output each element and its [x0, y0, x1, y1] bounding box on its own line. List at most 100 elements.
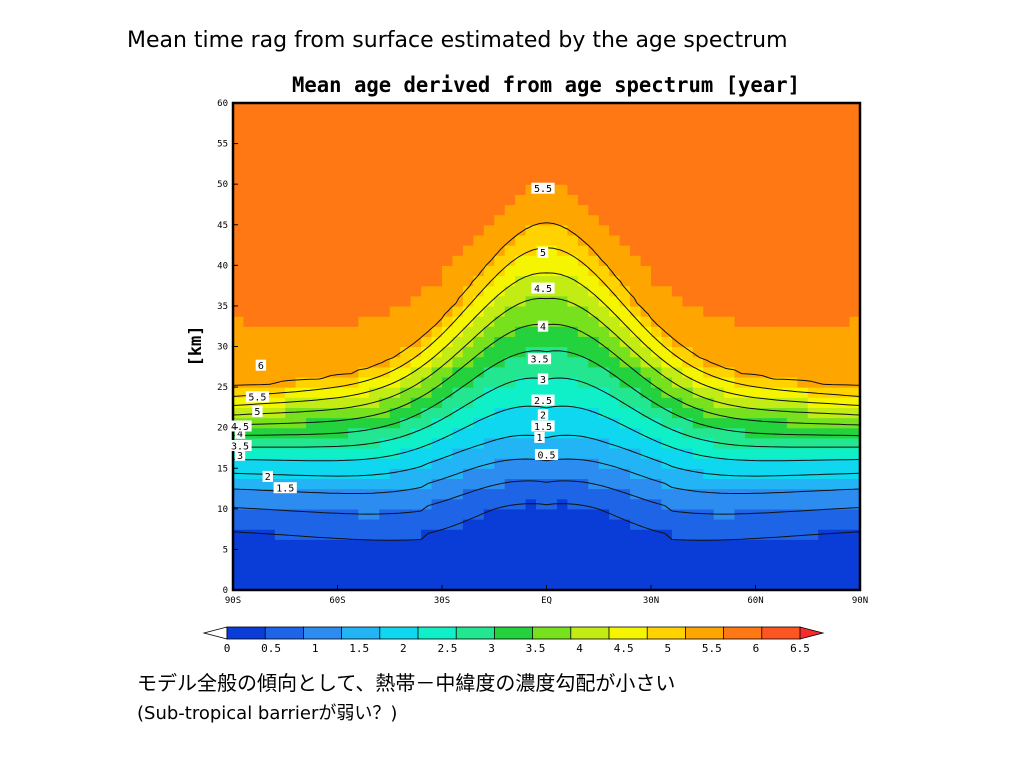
heatmap-cell [264, 265, 276, 277]
heatmap-cell [745, 285, 757, 297]
heatmap-cell [295, 316, 307, 327]
heatmap-cell [400, 285, 412, 297]
heatmap-cell [661, 559, 673, 571]
contour-label-box [534, 431, 545, 443]
heatmap-cell [849, 376, 860, 388]
heatmap-cell [661, 113, 673, 124]
heatmap-cell [745, 508, 757, 520]
heatmap-cell [682, 214, 694, 226]
heatmap-cell [577, 305, 589, 317]
heatmap-cell [400, 376, 412, 388]
heatmap-cell [797, 427, 809, 439]
heatmap-cell [389, 295, 401, 307]
heatmap-cell [316, 447, 328, 459]
heatmap-cell [536, 214, 548, 226]
heatmap-cell [389, 153, 401, 165]
heatmap-cell [577, 184, 589, 195]
heatmap-cell [765, 468, 777, 479]
heatmap-cell [797, 336, 809, 348]
heatmap-cell [567, 295, 579, 307]
heatmap-cell [588, 194, 600, 206]
heatmap-cell [567, 488, 579, 500]
heatmap-cell [765, 417, 777, 429]
heatmap-cell [765, 214, 777, 226]
heatmap-cell [765, 376, 777, 388]
heatmap-cell [431, 559, 443, 571]
heatmap-cell [630, 326, 642, 337]
heatmap-cell [609, 153, 621, 165]
heatmap-cell [431, 376, 443, 388]
heatmap-cell [682, 295, 694, 307]
heatmap-cell [807, 204, 819, 216]
heatmap-cell [525, 184, 537, 195]
heatmap-cell [327, 285, 339, 297]
heatmap-cell [347, 529, 359, 540]
heatmap-cell [295, 549, 307, 561]
heatmap-cell [243, 234, 255, 246]
heatmap-cell [619, 194, 631, 206]
heatmap-cell [253, 214, 265, 226]
heatmap-cell [295, 397, 307, 408]
heatmap-cell [588, 518, 600, 530]
heatmap-cell [745, 103, 757, 114]
heatmap-cell [598, 478, 610, 490]
heatmap-cell [379, 316, 391, 327]
heatmap-cell [734, 184, 746, 195]
heatmap-cell [525, 437, 537, 449]
heatmap-cell [379, 204, 391, 216]
heatmap-cell [389, 163, 401, 175]
heatmap-cell [379, 285, 391, 297]
heatmap-cell [452, 336, 464, 348]
heatmap-cell [651, 204, 663, 216]
heatmap-cell [243, 488, 255, 500]
heatmap-cell [295, 113, 307, 124]
heatmap-cell [734, 113, 746, 124]
heatmap-cell [849, 103, 860, 114]
heatmap-cell [264, 295, 276, 307]
heatmap-cell [682, 336, 694, 348]
heatmap-cell [630, 123, 642, 135]
heatmap-cell [755, 468, 767, 479]
heatmap-cell [410, 194, 422, 206]
heatmap-cell [661, 133, 673, 145]
heatmap-cell [786, 224, 798, 236]
heatmap-cell [661, 569, 673, 581]
heatmap-cell [755, 366, 767, 378]
heatmap-cell [588, 346, 600, 358]
heatmap-cell [609, 346, 621, 358]
heatmap-cell [515, 518, 527, 530]
heatmap-cell [724, 458, 736, 469]
heatmap-cell [797, 468, 809, 479]
heatmap-cell [630, 397, 642, 408]
heatmap-cell [347, 437, 359, 449]
heatmap-cell [828, 214, 840, 226]
heatmap-cell [734, 346, 746, 358]
heatmap-cell [765, 224, 777, 236]
heatmap-cell [452, 366, 464, 378]
heatmap-cell [525, 336, 537, 348]
heatmap-cell [661, 275, 673, 287]
heatmap-cell [389, 224, 401, 236]
heatmap-cell [306, 508, 318, 520]
heatmap-cell [368, 417, 380, 429]
heatmap-cell [494, 407, 506, 419]
heatmap-cell [316, 387, 328, 398]
heatmap-cell [295, 245, 307, 256]
heatmap-cell [849, 295, 860, 307]
heatmap-cell [400, 184, 412, 195]
heatmap-cell [233, 326, 245, 337]
heatmap-cell [640, 447, 652, 459]
heatmap-cell [682, 539, 694, 551]
heatmap-cell [755, 234, 767, 246]
heatmap-cell [577, 174, 589, 185]
heatmap-cell [765, 366, 777, 378]
heatmap-cell [745, 529, 757, 540]
heatmap-cell [410, 103, 422, 114]
heatmap-cell [389, 316, 401, 327]
heatmap-cell [734, 407, 746, 419]
heatmap-cell [556, 407, 568, 419]
heatmap-cell [337, 529, 349, 540]
heatmap-cell [828, 275, 840, 287]
heatmap-cell [483, 569, 495, 581]
heatmap-cell [525, 447, 537, 459]
